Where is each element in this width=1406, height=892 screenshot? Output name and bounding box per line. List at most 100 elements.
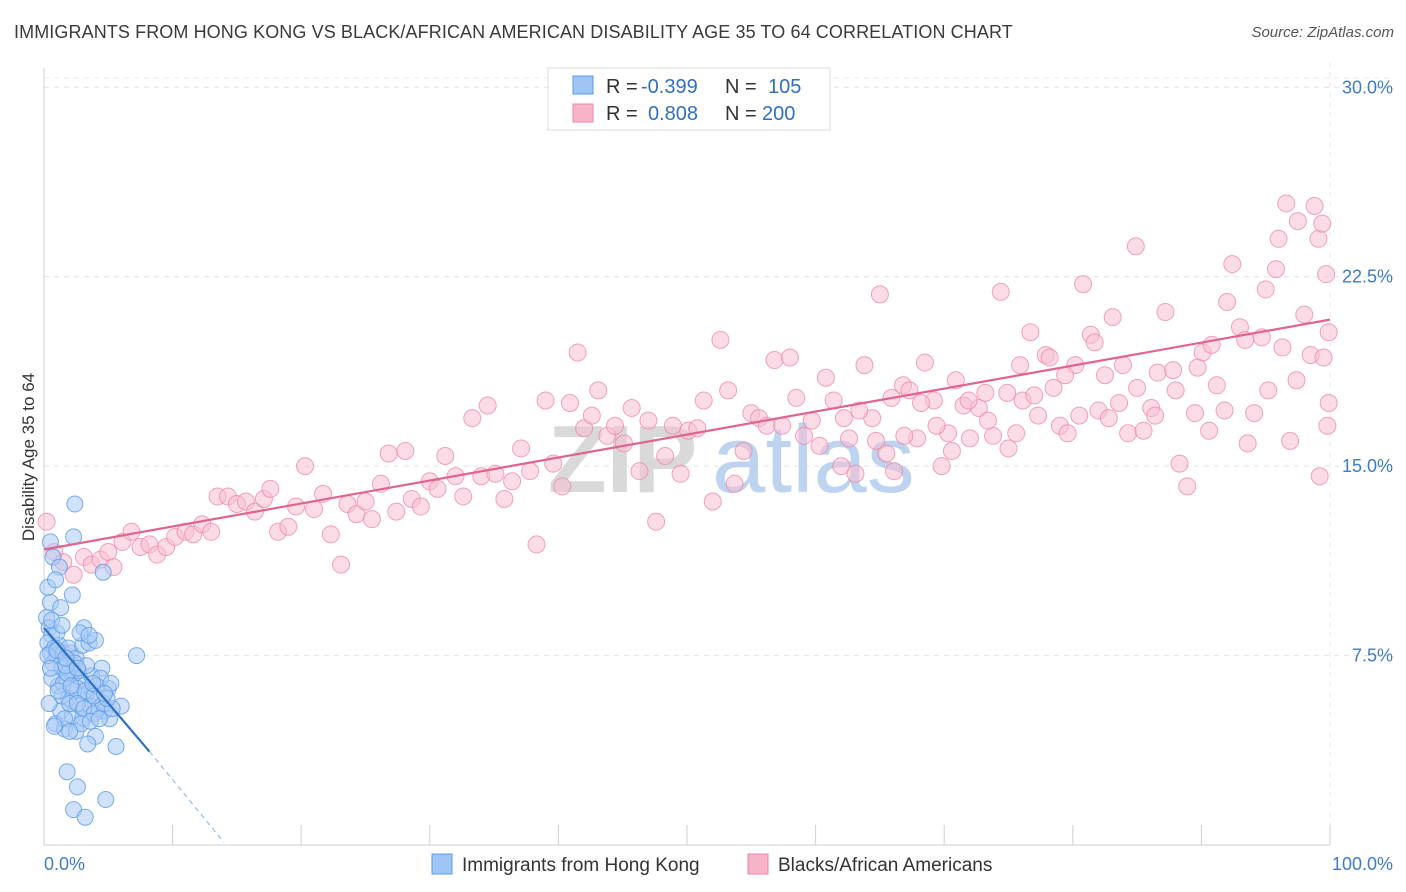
legend-n-value-hk: 105 (768, 76, 801, 98)
point-black-84 (734, 441, 753, 460)
y-tick-label-0: 7.5% (1352, 646, 1393, 666)
point-black-192 (942, 441, 961, 460)
bottom-legend-swatch-hk (431, 853, 453, 875)
point-black-49 (454, 487, 473, 506)
point-black-94 (810, 436, 829, 455)
legend-n-label-black: N = (725, 103, 757, 125)
point-black-108 (915, 353, 934, 372)
point-black-177 (1188, 358, 1207, 377)
point-black-180 (1128, 378, 1147, 397)
point-black-158 (1287, 371, 1306, 390)
point-black-28 (279, 517, 298, 536)
grid-lines (44, 62, 1393, 845)
point-hk-97 (62, 677, 80, 695)
point-black-120 (1007, 424, 1026, 443)
point-black-123 (1029, 406, 1048, 425)
point-black-50 (463, 409, 482, 428)
point-black-188 (1011, 356, 1030, 375)
y-tick-labels: 7.5% 15.0% 22.5% 30.0% (1342, 77, 1393, 665)
point-hk-104 (95, 684, 113, 702)
point-black-90 (780, 348, 799, 367)
point-black-76 (671, 464, 690, 483)
point-black-80 (703, 492, 722, 511)
point-hk-86 (61, 722, 79, 740)
y-tick-label-3: 30.0% (1342, 77, 1393, 97)
point-black-173 (1256, 280, 1275, 299)
point-black-19 (202, 522, 221, 541)
point-hk-58 (47, 571, 65, 589)
source-label: Source: ZipAtlas.com (1251, 24, 1394, 41)
point-black-66 (589, 381, 608, 400)
point-black-40 (379, 444, 398, 463)
chart-title: IMMIGRANTS FROM HONG KONG VS BLACK/AFRIC… (14, 22, 1013, 42)
point-black-143 (1178, 477, 1197, 496)
point-black-193 (927, 416, 946, 435)
point-black-81 (711, 330, 730, 349)
point-black-178 (1166, 381, 1185, 400)
point-black-155 (1266, 260, 1285, 279)
point-black-156 (1273, 338, 1292, 357)
point-black-148 (1215, 401, 1234, 420)
point-black-165 (1319, 393, 1338, 412)
point-black-103 (877, 444, 896, 463)
point-black-71 (630, 462, 649, 481)
point-black-38 (362, 510, 381, 529)
point-black-26 (261, 479, 280, 498)
point-black-181 (1113, 356, 1132, 375)
point-black-89 (773, 416, 792, 435)
bottom-legend-label-hk: Immigrants from Hong Kong (462, 855, 700, 876)
x-tick-max: 100.0% (1332, 854, 1393, 874)
axes (43, 68, 1331, 846)
point-hk-37 (40, 695, 58, 713)
point-black-189 (998, 383, 1017, 402)
point-black-97 (832, 457, 851, 476)
point-black-170 (1288, 212, 1307, 231)
point-black-137 (1134, 421, 1153, 440)
point-hk-87 (45, 717, 63, 735)
point-black-92 (795, 426, 814, 445)
point-black-171 (1277, 194, 1296, 213)
x-tick-min: 0.0% (44, 854, 85, 874)
point-black-172 (1269, 229, 1288, 248)
point-hk-40 (52, 599, 70, 617)
point-black-112 (946, 371, 965, 390)
point-black-114 (960, 429, 979, 448)
y-tick-label-2: 22.5% (1342, 267, 1393, 287)
point-black-100 (855, 356, 874, 375)
point-black-182 (1099, 409, 1118, 428)
point-black-194 (912, 393, 931, 412)
point-hk-60 (41, 659, 59, 677)
point-black-132 (1095, 366, 1114, 385)
point-black-34 (332, 555, 351, 574)
point-black-75 (663, 416, 682, 435)
legend-n-value-black: 200 (762, 103, 795, 125)
legend-swatch-black (572, 103, 594, 123)
point-black-98 (840, 429, 859, 448)
point-black-3 (64, 565, 83, 584)
series-black-points (37, 194, 1338, 584)
point-black-186 (1040, 348, 1059, 367)
point-black-118 (991, 282, 1010, 301)
legend-swatch-hk (572, 75, 594, 95)
point-black-95 (816, 368, 835, 387)
point-hk-51 (68, 778, 86, 796)
legend-frame (547, 67, 831, 131)
legend-r-value-hk: -0.399 (641, 76, 698, 98)
trend-lines (43, 318, 1331, 843)
bottom-legend-swatch-black (747, 853, 769, 875)
point-hk-49 (66, 495, 84, 513)
point-black-63 (568, 343, 587, 362)
y-tick-label-1: 15.0% (1342, 456, 1393, 476)
point-hk-85 (90, 710, 108, 728)
point-black-55 (503, 472, 522, 491)
point-black-83 (725, 474, 744, 493)
point-black-129 (1074, 275, 1093, 294)
legend-n-label-hk: N = (725, 76, 757, 98)
point-black-117 (984, 426, 1003, 445)
bottom-legend-label-black: Blacks/African Americans (778, 855, 992, 876)
point-black-166 (1318, 416, 1337, 435)
point-black-58 (527, 535, 546, 554)
legend-r-value-black: 0.808 (648, 103, 698, 125)
point-black-184 (1070, 406, 1089, 425)
